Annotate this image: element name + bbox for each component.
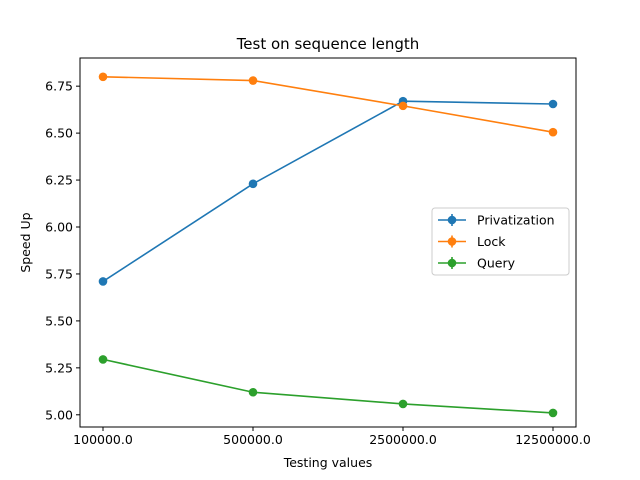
x-tick-label: 12500000.0 bbox=[515, 432, 591, 447]
x-axis: 100000.0 500000.0 2500000.0 12500000.0 bbox=[73, 427, 591, 447]
series-line-0 bbox=[102, 100, 554, 283]
legend-marker bbox=[447, 237, 457, 246]
legend-label: Query bbox=[477, 256, 516, 271]
y-tick-label: 5.00 bbox=[45, 407, 73, 422]
data-point bbox=[548, 408, 558, 418]
x-tick-label: 500000.0 bbox=[223, 432, 283, 447]
x-axis-label: Testing values bbox=[283, 455, 373, 470]
series-layer bbox=[98, 72, 558, 418]
legend-label: Privatization bbox=[477, 213, 555, 228]
data-point bbox=[98, 277, 108, 286]
legend-entries: Privatization Lock Query bbox=[438, 213, 555, 271]
legend-frame bbox=[431, 207, 570, 276]
legend-marker bbox=[447, 215, 457, 225]
y-tick-label: 6.25 bbox=[45, 173, 73, 188]
data-point bbox=[98, 72, 108, 82]
y-tick-label: 5.25 bbox=[45, 360, 73, 375]
data-point bbox=[548, 99, 558, 109]
data-point bbox=[98, 355, 108, 364]
legend-marker bbox=[447, 258, 457, 268]
x-tick-label: 2500000.0 bbox=[369, 432, 437, 447]
data-point bbox=[548, 127, 558, 137]
plot-area-frame bbox=[79, 57, 577, 428]
series-line-1 bbox=[102, 75, 554, 133]
y-tick-label: 5.75 bbox=[45, 266, 73, 281]
legend: Privatization Lock Query bbox=[431, 207, 570, 276]
legend-entry: Query bbox=[438, 256, 516, 271]
data-point bbox=[248, 76, 258, 85]
legend-label: Lock bbox=[477, 234, 506, 249]
chart-title: Test on sequence length bbox=[236, 35, 420, 53]
y-axis-label: Speed Up bbox=[18, 212, 33, 272]
data-point bbox=[398, 101, 408, 111]
y-tick-label: 6.75 bbox=[45, 79, 73, 94]
legend-entry: Privatization bbox=[438, 213, 555, 228]
y-tick-label: 6.00 bbox=[45, 220, 73, 235]
y-axis: 5.00 5.25 5.50 5.75 6.00 6.25 6.50 6.75 bbox=[45, 79, 80, 422]
x-tick-label: 100000.0 bbox=[73, 432, 133, 447]
legend-entry: Lock bbox=[438, 234, 506, 249]
data-point bbox=[248, 179, 258, 189]
y-tick-label: 6.50 bbox=[45, 126, 73, 141]
data-point bbox=[398, 399, 408, 409]
y-tick-label: 5.50 bbox=[45, 313, 73, 328]
data-point bbox=[248, 387, 258, 397]
series-line-2 bbox=[102, 358, 554, 414]
